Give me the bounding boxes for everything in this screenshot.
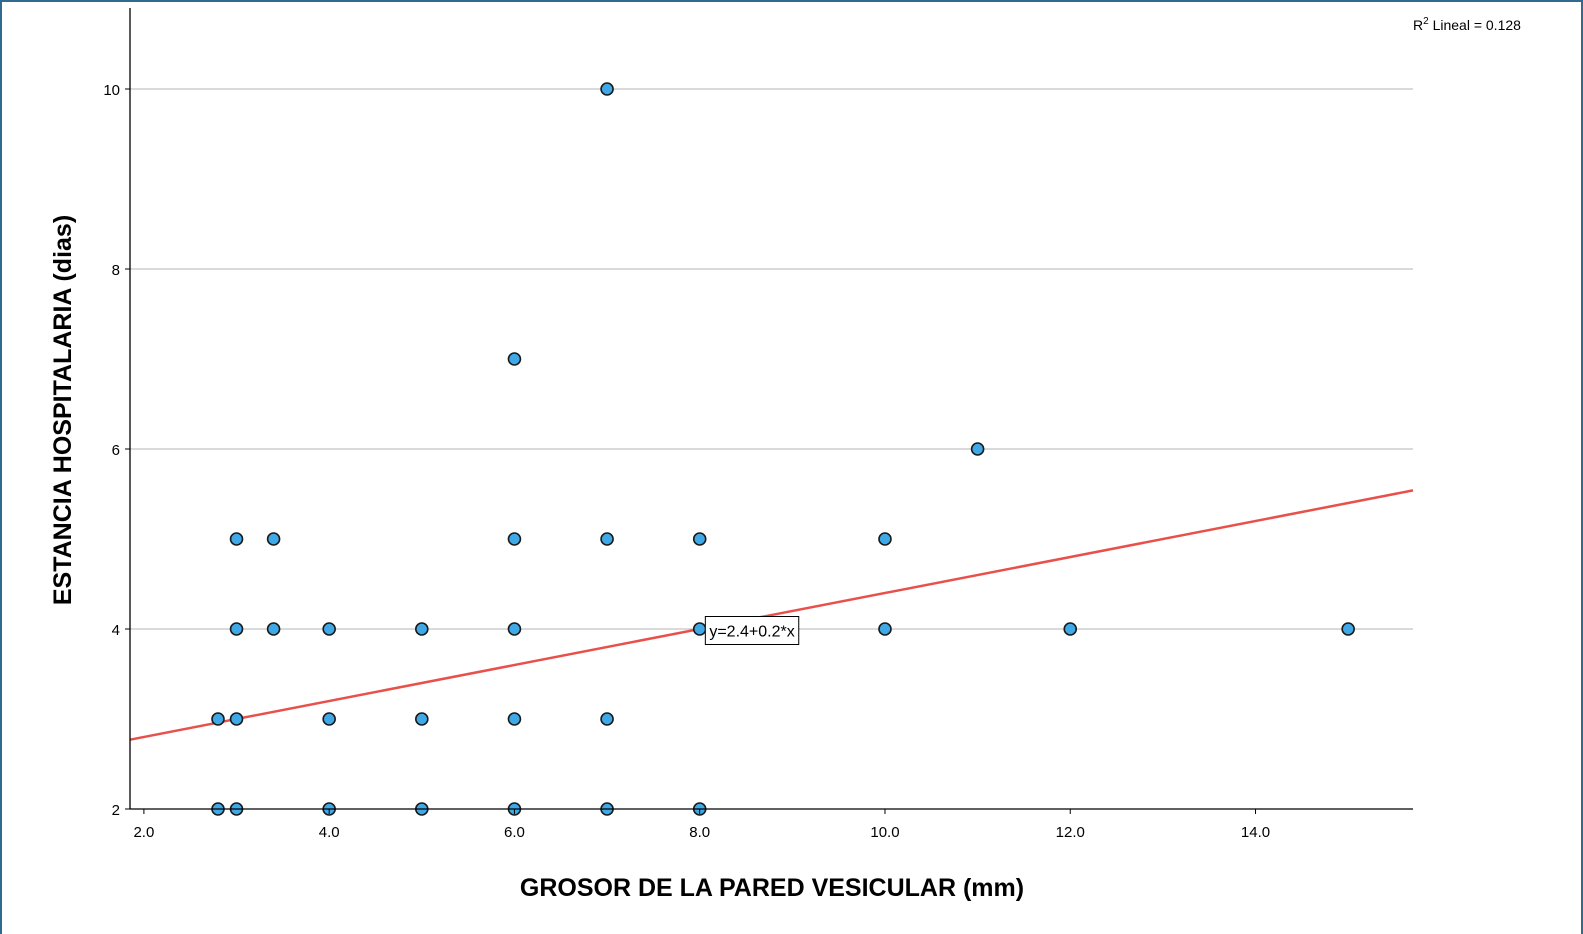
data-point-22 — [1341, 622, 1355, 636]
data-point-23 — [229, 532, 244, 546]
data-point-28 — [878, 532, 892, 546]
x-tick-label-6: 14.0 — [1241, 824, 1270, 841]
y-tick-label-2: 6 — [112, 442, 120, 459]
y-tick-label-1: 4 — [112, 622, 120, 639]
fit-equation-box — [704, 616, 800, 645]
x-tick-label-0: 2.0 — [133, 824, 154, 841]
data-point-17 — [507, 622, 522, 636]
data-point-15 — [322, 622, 336, 636]
data-point-14 — [266, 622, 281, 636]
data-point-18 — [692, 622, 707, 636]
data-point-31 — [600, 82, 614, 96]
data-point-8 — [229, 712, 244, 726]
data-point-29 — [970, 442, 985, 456]
x-tick-label-3: 8.0 — [689, 824, 710, 841]
data-point-10 — [415, 712, 429, 726]
data-point-24 — [266, 532, 281, 546]
fit-equation-label: y=2.4+0.2*x — [704, 616, 800, 645]
fit-equation-text: y=2.4+0.2*x — [709, 624, 794, 641]
grid-lines — [130, 88, 1413, 630]
axes — [125, 8, 1413, 814]
y-tick-labels: 2 4 6 8 10 — [103, 82, 120, 819]
fit-line — [129, 489, 1414, 741]
x-tick-label-5: 12.0 — [1056, 824, 1085, 841]
data-point-11 — [507, 712, 522, 726]
x-tick-label-1: 4.0 — [319, 824, 340, 841]
data-point-16 — [415, 622, 429, 636]
x-tick-labels: 2.0 4.0 6.0 8.0 10.0 12.0 14.0 — [133, 824, 1270, 841]
data-point-21 — [1063, 622, 1078, 636]
y-tick-label-0: 2 — [112, 802, 120, 819]
data-point-13 — [229, 622, 244, 636]
r2-label: R2 Lineal = 0.128 — [1413, 16, 1521, 33]
y-axis-title: ESTANCIA HOSPITALARIA (dias) — [49, 215, 77, 605]
x-tick-label-4: 10.0 — [870, 824, 899, 841]
fit-line-group — [129, 489, 1414, 741]
x-axis-title: GROSOR DE LA PARED VESICULAR (mm) — [520, 874, 1024, 902]
data-point-20 — [878, 622, 892, 636]
data-point-27 — [692, 532, 707, 546]
data-point-12 — [600, 712, 614, 726]
data-point-25 — [507, 532, 522, 546]
data-point-7 — [211, 712, 225, 726]
data-point-30 — [507, 352, 522, 366]
x-tick-label-2: 6.0 — [504, 824, 525, 841]
data-point-26 — [600, 532, 614, 546]
y-tick-label-3: 8 — [112, 262, 120, 279]
data-point-9 — [322, 712, 336, 726]
y-tick-label-4: 10 — [103, 82, 120, 99]
